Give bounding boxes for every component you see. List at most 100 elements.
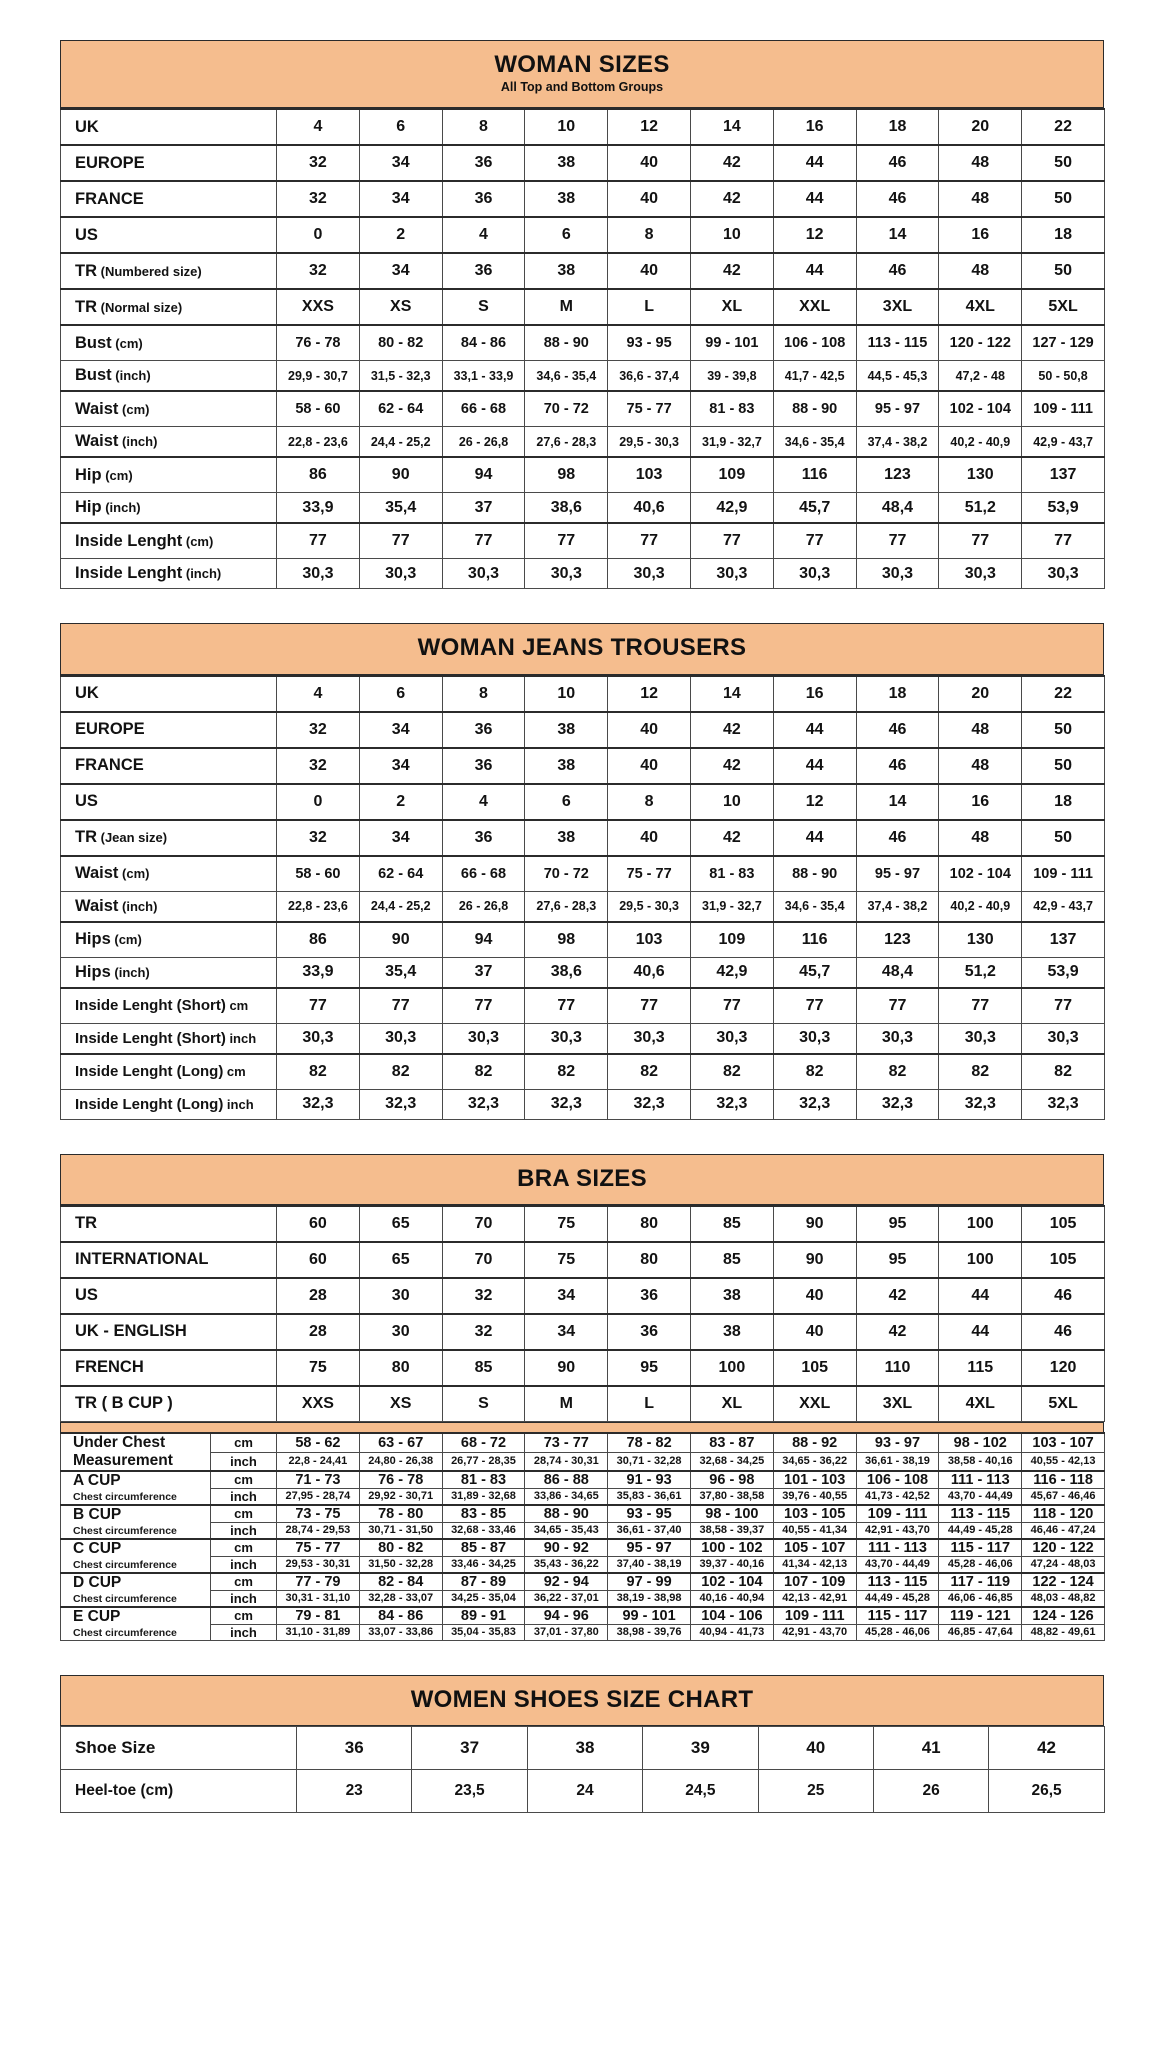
table-row: Hips (inch) 33,9 35,4 37 38,6 40,6 42,9 45,7 48,… — [60, 956, 1105, 989]
cell-value: 53,9 — [1021, 492, 1105, 524]
cell-value: 81 - 83 — [689, 390, 774, 428]
cell-value: 62 - 64 — [358, 854, 443, 892]
cell-value: 103 — [607, 456, 691, 494]
cell-value: 8 — [441, 674, 526, 713]
cup-group-sublabel: Chest circumference — [73, 1559, 177, 1572]
cell-value: 82 — [772, 1052, 857, 1090]
row-label-text: Inside Lenght (Short) — [75, 997, 226, 1015]
cell-value: 30,3 — [772, 558, 857, 590]
table-row: EUROPE 32 34 36 38 40 42 44 46 48 50 — [60, 144, 1105, 182]
cell-value: 38 — [689, 1276, 774, 1315]
bra-sizes-tbody: TR 60 65 70 75 80 85 90 95 100 105 INTERNATIONAL 60 6… — [60, 1204, 1105, 1422]
row-label: UK — [60, 674, 277, 713]
table-row: EUROPE 32 34 36 38 40 42 44 46 48 50 — [60, 710, 1105, 749]
cell-value: 95 - 97 — [855, 390, 940, 428]
cup-group-label: E CUP Chest circumference — [60, 1605, 211, 1641]
cell-value: 37 — [441, 492, 526, 524]
cell-value: 34,6 - 35,4 — [524, 360, 609, 392]
cell-value: 118 - 120 — [1021, 1503, 1105, 1523]
cell-value: 27,6 - 28,3 — [524, 890, 609, 923]
cell-value: 51,2 — [938, 956, 1023, 989]
table-row: Inside Lenght (Long) cm 82 82 82 82 82 82 82 82 8… — [60, 1052, 1105, 1090]
cell-value: 33,86 - 34,65 — [524, 1487, 609, 1506]
cell-value: 2 — [358, 782, 443, 821]
row-label: TR ( B CUP ) — [60, 1384, 277, 1422]
row-label: UK - ENGLISH — [60, 1312, 277, 1351]
row-label: Hips (cm) — [60, 920, 277, 958]
row-label: Hip (inch) — [60, 492, 277, 524]
cell-value: 6 — [524, 216, 609, 254]
cell-value: 12 — [607, 674, 691, 713]
cell-value: 77 — [607, 986, 691, 1024]
cell-value: 34 — [524, 1276, 609, 1315]
row-label: Inside Lenght (cm) — [60, 522, 277, 560]
woman-sizes-title: WOMAN SIZES — [494, 51, 670, 78]
cell-value: 38 — [524, 252, 609, 290]
cell-value: 4XL — [938, 288, 1023, 326]
cell-value: 137 — [1021, 456, 1105, 494]
cell-value: 100 — [689, 1348, 774, 1387]
row-label-text: FRENCH — [75, 1358, 144, 1377]
cup-group-sublabel: Chest circumference — [73, 1491, 177, 1504]
cell-value: 32 — [276, 252, 360, 290]
woman-sizes-subtitle: All Top and Bottom Groups — [500, 80, 664, 95]
row-label: Heel-toe (cm) — [60, 1768, 297, 1813]
cell-value: 109 - 111 — [1021, 390, 1105, 428]
row-label: Inside Lenght (Long) inch — [60, 1088, 277, 1120]
cell-value: 28,74 - 29,53 — [276, 1521, 360, 1540]
cell-value: 14 — [689, 108, 774, 146]
row-label-unit: inch — [225, 1030, 257, 1046]
cell-value: 50 — [1021, 818, 1105, 857]
cell-value: 110 — [855, 1348, 940, 1387]
cell-value: 98 - 102 — [938, 1431, 1023, 1453]
cell-value: 42 — [689, 746, 774, 785]
cell-value: 34 — [358, 144, 443, 182]
cell-value: 33,1 - 33,9 — [441, 360, 526, 392]
cell-value: 8 — [607, 782, 691, 821]
table-row: Hip (cm) 86 90 94 98 103 109 116 123 130 137 — [60, 456, 1105, 494]
cup-row-cm: Under Chest Measurement cm 58 - 62 63 - 67 68… — [60, 1431, 1105, 1472]
row-label-text: UK — [75, 117, 99, 136]
cell-value: 0 — [276, 782, 360, 821]
cell-value: 5XL — [1021, 1384, 1105, 1422]
cell-value: 34,6 - 35,4 — [772, 890, 857, 923]
cell-value: 29,5 - 30,3 — [607, 890, 691, 923]
cup-group-sublabel: Chest circumference — [73, 1627, 177, 1640]
cup-group-name-line2: Measurement — [73, 1451, 173, 1469]
cell-value: 27,6 - 28,3 — [524, 426, 609, 458]
woman-sizes-tbody: UK 4 6 8 10 12 14 16 18 20 22 EUROPE 32 34 36 38 40 42 44 4… — [60, 108, 1105, 590]
cell-value: 65 — [358, 1204, 443, 1243]
cell-value: 85 - 87 — [441, 1537, 526, 1557]
cell-value: 30,71 - 32,28 — [607, 1451, 691, 1472]
cell-value: 38,6 — [524, 956, 609, 989]
row-label-unit: inch — [223, 1096, 254, 1112]
cell-value: 99 - 101 — [689, 324, 774, 362]
cell-value: 40 — [772, 1312, 857, 1351]
cell-value: 18 — [855, 674, 940, 713]
cell-value: 30,3 — [276, 558, 360, 590]
cell-value: 82 — [524, 1052, 609, 1090]
row-label: TR (Numbered size) — [60, 252, 277, 290]
cell-value: 32 — [441, 1276, 526, 1315]
cell-value: 33,9 — [276, 956, 360, 989]
cell-value: 48 — [938, 746, 1023, 785]
cell-value: 66 - 68 — [441, 390, 526, 428]
cell-value: 44 — [772, 746, 857, 785]
cell-value: 36 — [441, 710, 526, 749]
cell-value: 77 — [855, 522, 940, 560]
cell-value: 32,3 — [358, 1088, 443, 1120]
cell-value: 102 - 104 — [938, 854, 1023, 892]
cell-value: 46,85 - 47,64 — [938, 1623, 1023, 1641]
cell-value: 109 — [689, 920, 774, 958]
cell-value: 42,9 - 43,7 — [1021, 890, 1105, 923]
table-row: Shoe Size 36 37 38 39 40 41 42 — [60, 1725, 1105, 1770]
cell-value: 77 - 79 — [276, 1571, 360, 1591]
cell-value: 75 - 77 — [607, 390, 691, 428]
cell-value: 5XL — [1021, 288, 1105, 326]
cell-value: 24,80 - 26,38 — [358, 1451, 443, 1472]
cell-value: 99 - 101 — [607, 1605, 691, 1625]
row-label-text: Waist — [75, 864, 119, 883]
row-label-unit: (Normal size) — [97, 299, 183, 315]
woman-jeans-chart: WOMAN JEANS TROUSERS UK 4 6 8 10 12 14 16 18 20 22… — [60, 623, 1105, 1120]
cell-value: 101 - 103 — [772, 1469, 857, 1489]
